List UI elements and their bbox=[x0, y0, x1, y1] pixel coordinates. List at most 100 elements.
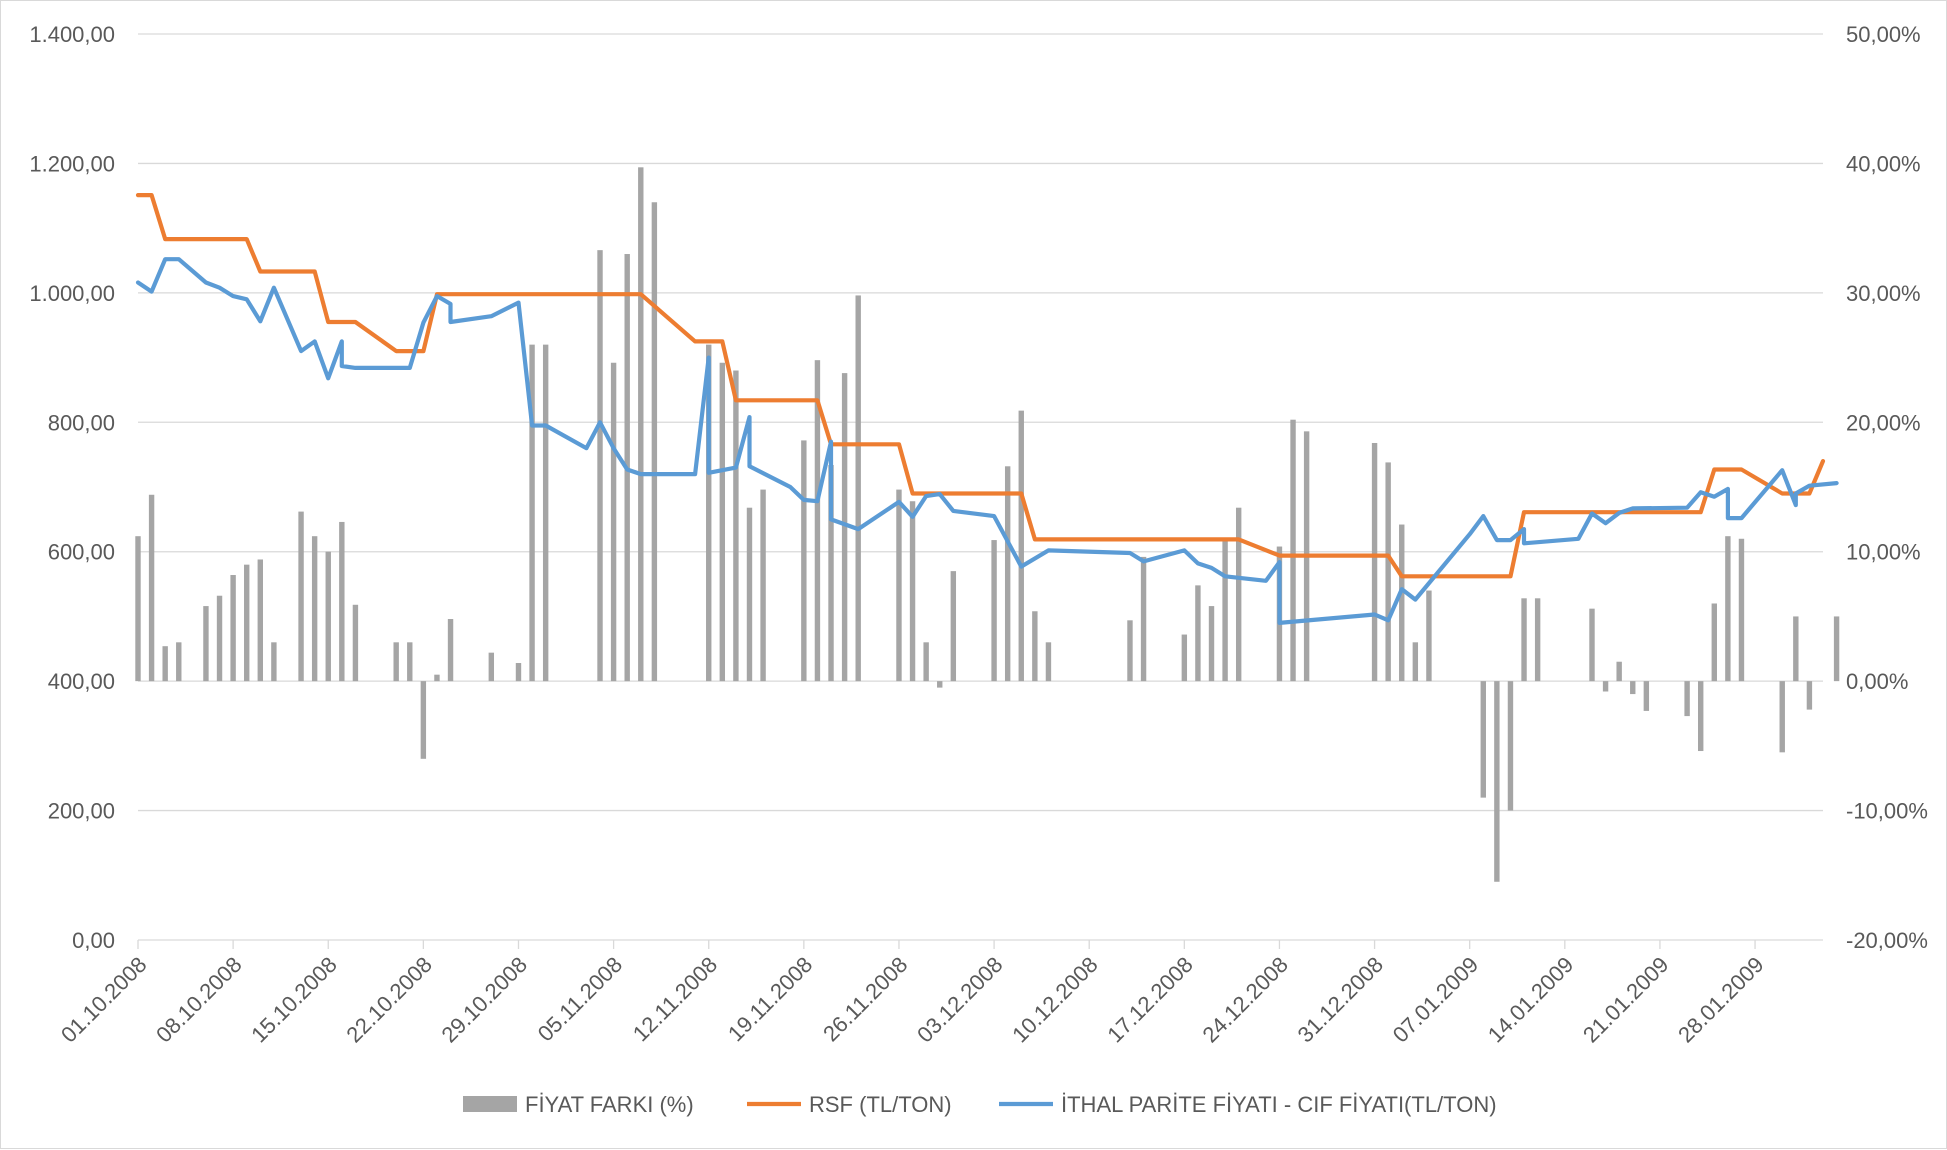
bar-fiyat-farki bbox=[760, 489, 766, 682]
bar-fiyat-farki bbox=[1018, 410, 1024, 682]
y-left-tick-label: 800,00 bbox=[48, 410, 115, 435]
bar-fiyat-farki bbox=[746, 507, 753, 682]
bar-fiyat-farki bbox=[1616, 661, 1622, 682]
x-tick-label: 19.11.2008 bbox=[723, 952, 817, 1046]
bar-fiyat-farki bbox=[801, 440, 807, 682]
x-tick-label: 22.10.2008 bbox=[341, 952, 437, 1048]
bar-fiyat-farki bbox=[828, 464, 834, 682]
bar-fiyat-farki bbox=[1643, 681, 1650, 711]
x-tick-label: 10.12.2008 bbox=[1007, 952, 1103, 1048]
bar-fiyat-farki bbox=[1779, 681, 1785, 753]
bar-fiyat-farki bbox=[1833, 616, 1840, 682]
bar-fiyat-farki bbox=[1738, 538, 1745, 682]
legend: FİYAT FARKI (%) RSF (TL/TON) İTHAL PARİTE … bbox=[463, 1092, 1497, 1117]
bar-fiyat-farki bbox=[841, 373, 848, 682]
y-right-tick-label: 40,00% bbox=[1846, 151, 1921, 176]
bar-fiyat-farki bbox=[1195, 585, 1201, 682]
gridlines bbox=[138, 33, 1823, 941]
legend-label: RSF (TL/TON) bbox=[809, 1092, 952, 1117]
bar-fiyat-farki bbox=[991, 540, 997, 682]
x-tick-label: 03.12.2008 bbox=[912, 952, 1008, 1048]
y-left-tick-label: 0,00 bbox=[72, 928, 115, 953]
bar-fiyat-farki bbox=[1412, 642, 1419, 682]
bar-fiyat-farki bbox=[1235, 507, 1242, 682]
y-left-tick-label: 600,00 bbox=[48, 540, 115, 565]
bar-fiyat-farki bbox=[1222, 540, 1228, 682]
bar-fiyat-farki bbox=[1032, 611, 1038, 682]
bar-fiyat-farki bbox=[393, 642, 399, 682]
x-tick-label: 26.11.2008 bbox=[818, 952, 912, 1046]
bar-fiyat-farki bbox=[325, 551, 331, 682]
legend-item-ithal-parite: İTHAL PARİTE FİYATI - CIF FİYATI(TL/TON) bbox=[999, 1092, 1497, 1117]
bar-fiyat-farki bbox=[1399, 524, 1405, 682]
bar-fiyat-farki bbox=[488, 652, 495, 682]
bar-fiyat-farki bbox=[597, 250, 603, 682]
bar-fiyat-farki bbox=[529, 344, 535, 682]
y-left-tick-label: 1.400,00 bbox=[29, 22, 115, 47]
x-tick-label: 24.12.2008 bbox=[1197, 952, 1293, 1048]
bar-fiyat-farki bbox=[733, 370, 739, 682]
bar-fiyat-farki bbox=[148, 494, 155, 682]
bar-fiyat-farki bbox=[1711, 603, 1717, 682]
bar-fiyat-farki bbox=[1140, 556, 1147, 682]
x-tick-label: 12.11.2008 bbox=[628, 952, 722, 1046]
y-right-tick-label: -20,00% bbox=[1846, 928, 1928, 953]
y-right-tick-label: -10,00% bbox=[1846, 799, 1928, 824]
bar-fiyat-farki bbox=[814, 360, 821, 682]
y-right-tick-label: 0,00% bbox=[1846, 669, 1908, 694]
bar-fiyat-farki bbox=[923, 642, 929, 682]
bar-fiyat-farki bbox=[1426, 590, 1432, 682]
bar-fiyat-farki bbox=[1793, 616, 1799, 682]
x-tick-label: 29.10.2008 bbox=[436, 952, 532, 1048]
y-left-tick-label: 200,00 bbox=[48, 799, 115, 824]
legend-label: FİYAT FARKI (%) bbox=[525, 1092, 694, 1117]
bar-fiyat-farki bbox=[298, 511, 304, 682]
bar-fiyat-farki bbox=[1507, 681, 1514, 811]
bar-fiyat-farki bbox=[420, 681, 427, 759]
bar-fiyat-farki bbox=[1208, 606, 1215, 682]
bar-fiyat-farki bbox=[1004, 466, 1011, 682]
bar-fiyat-farki bbox=[1290, 419, 1296, 682]
bar-fiyat-farki bbox=[311, 536, 318, 682]
bar-fiyat-farki bbox=[909, 501, 916, 682]
legend-label: İTHAL PARİTE FİYATI - CIF FİYATI(TL/TON) bbox=[1061, 1092, 1497, 1117]
y-left-tick-label: 1.200,00 bbox=[29, 151, 115, 176]
line-ithal-parite bbox=[135, 257, 1839, 626]
bar-fiyat-farki bbox=[230, 575, 236, 682]
bar-fiyat-farki bbox=[434, 674, 440, 682]
bar-series-fiyat-farki bbox=[135, 167, 1840, 882]
bar-fiyat-farki bbox=[216, 595, 223, 682]
legend-item-fiyat-farki: FİYAT FARKI (%) bbox=[463, 1092, 694, 1117]
bar-fiyat-farki bbox=[1371, 442, 1378, 682]
x-tick-label: 07.01.2009 bbox=[1388, 952, 1484, 1048]
bar-fiyat-farki bbox=[447, 619, 454, 682]
bar-fiyat-farki bbox=[1725, 536, 1731, 682]
bar-fiyat-farki bbox=[339, 521, 345, 682]
x-tick-label: 14.01.2009 bbox=[1483, 952, 1579, 1048]
bar-fiyat-farki bbox=[1045, 642, 1052, 682]
bar-fiyat-farki bbox=[855, 295, 861, 682]
x-axis: 01.10.2008 08.10.2008 15.10.2008 22.10.2008… bbox=[56, 940, 1769, 1047]
y-right-tick-label: 30,00% bbox=[1846, 281, 1921, 306]
y-right-tick-label: 10,00% bbox=[1846, 540, 1921, 565]
bar-fiyat-farki bbox=[542, 344, 549, 682]
bar-fiyat-farki bbox=[706, 344, 712, 682]
bar-fiyat-farki bbox=[950, 571, 957, 682]
bar-fiyat-farki bbox=[515, 663, 522, 682]
bar-fiyat-farki bbox=[135, 536, 141, 682]
x-tick-label: 01.10.2008 bbox=[56, 952, 152, 1048]
y-left-tick-label: 1.000,00 bbox=[29, 281, 115, 306]
legend-swatch bbox=[463, 1096, 517, 1112]
bar-fiyat-farki bbox=[407, 642, 413, 682]
x-tick-label: 15.10.2008 bbox=[246, 952, 342, 1048]
bar-fiyat-farki bbox=[638, 167, 644, 682]
bar-fiyat-farki bbox=[1589, 608, 1595, 682]
bar-fiyat-farki bbox=[176, 642, 182, 682]
bar-fiyat-farki bbox=[1698, 681, 1704, 752]
bar-fiyat-farki bbox=[1534, 598, 1541, 682]
bar-fiyat-farki bbox=[651, 202, 658, 682]
bar-fiyat-farki bbox=[1494, 681, 1500, 882]
bar-fiyat-farki bbox=[937, 681, 943, 688]
